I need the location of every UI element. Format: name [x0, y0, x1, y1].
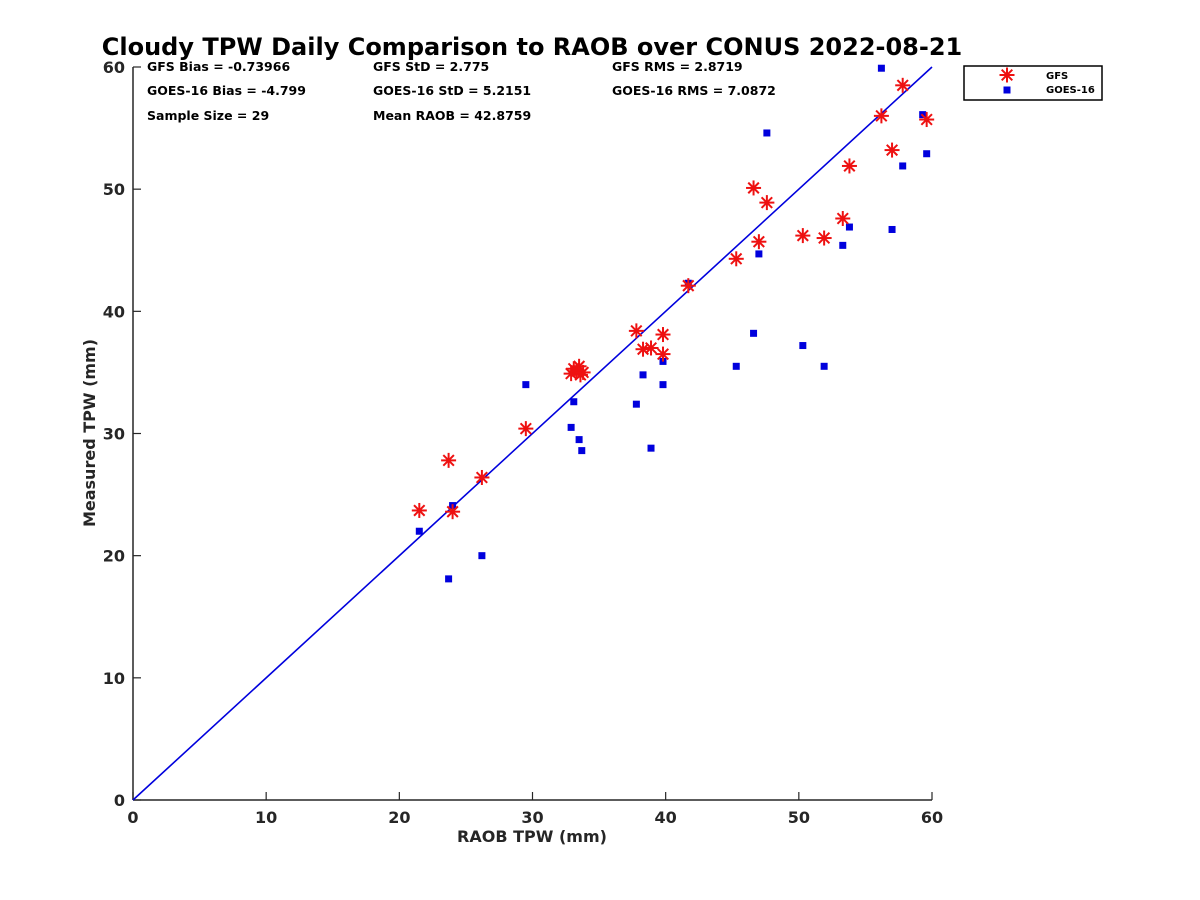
gfs-point-21 [795, 228, 811, 244]
legend: GFS GOES-16 [963, 65, 1103, 101]
gfs-point-10 [575, 364, 591, 380]
stat-sample-size: Sample Size = 29 [147, 108, 269, 123]
gfs-point-28 [919, 112, 935, 128]
y-axis-label: Measured TPW (mm) [80, 339, 99, 527]
goes16-point-6 [570, 398, 578, 406]
gfs-point-14 [655, 327, 671, 343]
gfs-point-3 [474, 469, 490, 485]
goes16-point-25 [899, 162, 907, 170]
x-tick-label-3: 30 [521, 808, 543, 827]
gfs-point-18 [746, 180, 762, 196]
x-axis-label: RAOB TPW (mm) [457, 827, 607, 846]
y-tick-label-2: 20 [103, 547, 125, 566]
goes16-point-18 [763, 129, 771, 137]
goes16-point-19 [799, 342, 807, 350]
gfs-point-17 [728, 251, 744, 267]
goes16-point-9 [632, 400, 640, 408]
stat-goes-rms: GOES-16 RMS = 7.0872 [612, 83, 776, 98]
x-tick-label-5: 50 [788, 808, 810, 827]
gfs-point-13 [643, 340, 659, 356]
goes16-point-10 [639, 371, 647, 379]
y-tick-label-1: 10 [103, 669, 125, 688]
goes16-point-21 [839, 241, 847, 249]
y-tick-label-4: 40 [103, 302, 125, 321]
gfs-point-22 [816, 230, 832, 246]
x-tick-label-4: 40 [655, 808, 677, 827]
gfs-point-16 [680, 278, 696, 294]
plot-area: 0 10 20 30 40 50 60 0 10 20 30 40 50 60 [103, 58, 943, 827]
gfs-point-12 [635, 341, 651, 357]
goes16-point-15 [732, 362, 740, 370]
gfs-point-27 [895, 77, 911, 93]
goes16-point-20 [820, 362, 828, 370]
gfs-point-25 [873, 108, 889, 124]
stat-gfs-std: GFS StD = 2.775 [373, 59, 489, 74]
gfs-point-11 [628, 323, 644, 339]
goes16-point-5 [567, 423, 575, 431]
legend-gfs-marker [999, 67, 1015, 83]
y-tick-label-0: 0 [114, 791, 125, 810]
goes16-point-17 [755, 250, 763, 258]
goes16-point-0 [415, 527, 423, 535]
gfs-point-24 [841, 158, 857, 174]
stat-gfs-bias: GFS Bias = -0.73966 [147, 59, 290, 74]
gfs-point-1 [441, 452, 457, 468]
goes16-point-4 [522, 381, 530, 389]
x-tick-label-2: 20 [388, 808, 410, 827]
x-tick-label-6: 60 [921, 808, 943, 827]
stat-goes-std: GOES-16 StD = 5.2151 [373, 83, 531, 98]
legend-goes-symbol [1003, 86, 1011, 94]
gfs-point-4 [518, 421, 534, 437]
stat-mean-raob: Mean RAOB = 42.8759 [373, 108, 531, 123]
axis-ticks: 0 10 20 30 40 50 60 0 10 20 30 40 50 60 [103, 58, 943, 827]
gfs-point-19 [751, 234, 767, 250]
legend-goes-marker [1003, 86, 1011, 94]
gfs-point-2 [445, 504, 461, 520]
goes16-point-1 [445, 575, 453, 583]
goes16-point-27 [923, 150, 931, 158]
stat-goes-bias: GOES-16 Bias = -4.799 [147, 83, 306, 98]
goes16-point-11 [647, 444, 655, 452]
x-tick-label-1: 10 [255, 808, 277, 827]
goes16-point-12 [659, 381, 667, 389]
stat-gfs-rms: GFS RMS = 2.8719 [612, 59, 743, 74]
goes16-point-16 [750, 329, 758, 337]
legend-box [963, 65, 1103, 101]
gfs-point-23 [835, 210, 851, 226]
goes16-point-7 [575, 436, 583, 444]
goes16-point-22 [845, 223, 853, 231]
gfs-point-20 [759, 195, 775, 211]
goes16-point-8 [578, 447, 586, 455]
one-to-one-line [132, 66, 933, 801]
gfs-point-15 [655, 346, 671, 362]
goes16-point-23 [877, 64, 885, 72]
legend-goes-label: GOES-16 [1046, 85, 1095, 96]
reference-line [132, 66, 933, 801]
gfs-point-26 [884, 142, 900, 158]
y-tick-label-3: 30 [103, 425, 125, 444]
legend-gfs-label: GFS [1046, 71, 1068, 82]
stats-block: GFS Bias = -0.73966 GFS StD = 2.775 GFS … [147, 59, 776, 123]
data-markers [411, 64, 935, 583]
y-tick-label-6: 60 [103, 58, 125, 77]
goes16-point-24 [888, 225, 896, 233]
chart-title: Cloudy TPW Daily Comparison to RAOB over… [102, 33, 962, 61]
y-tick-label-5: 50 [103, 180, 125, 199]
gfs-point-0 [411, 502, 427, 518]
legend-gfs-symbol [999, 67, 1015, 83]
goes16-point-3 [478, 552, 486, 560]
x-tick-label-0: 0 [127, 808, 138, 827]
